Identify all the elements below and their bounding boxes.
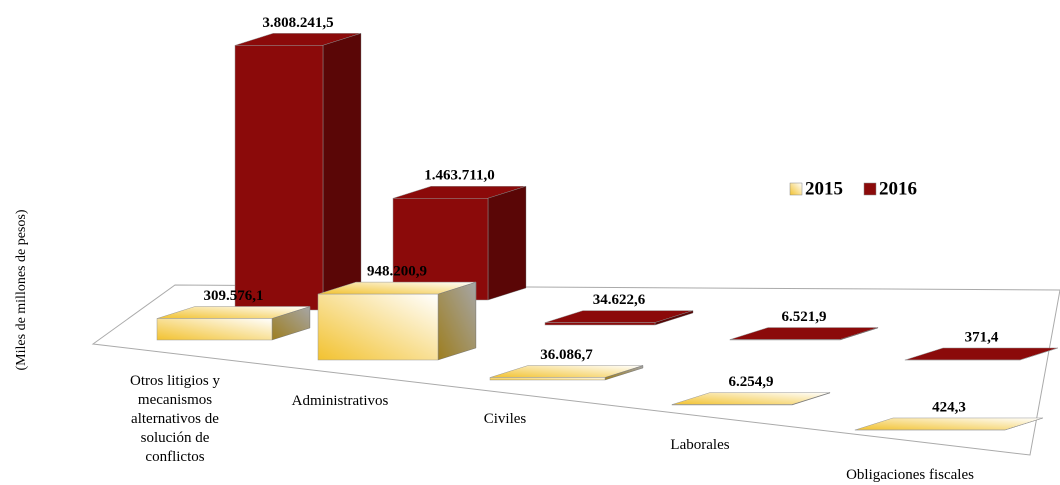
bar [318, 282, 476, 360]
value-label: 371,4 [965, 329, 999, 345]
x-tick-label: Laborales [645, 436, 755, 455]
value-label: 6.521,9 [782, 309, 827, 325]
value-label: 309.576,1 [204, 288, 264, 304]
legend-label: 2015 [805, 178, 843, 199]
value-label: 36.086,7 [540, 347, 593, 363]
value-label: 6.254,9 [729, 374, 774, 390]
value-label: 34.622,6 [593, 292, 646, 308]
bar-front [545, 323, 655, 325]
legend-swatch [864, 183, 876, 195]
bar-front [490, 377, 605, 380]
legend-label: 2016 [879, 178, 917, 199]
bar [235, 33, 361, 310]
bar-side-shade [323, 33, 361, 310]
value-label: 1.463.711,0 [424, 168, 494, 184]
value-label: 424,3 [932, 399, 966, 415]
bar-front [235, 45, 323, 310]
value-label: 948.200,9 [367, 264, 427, 280]
bar-side-shade [488, 186, 526, 300]
bar-side-shade [438, 282, 476, 360]
y-axis-label: (Miles de millones de pesos) [14, 209, 29, 370]
x-tick-label: Administrativos [270, 392, 410, 411]
bar-front [318, 294, 438, 360]
bar [157, 306, 310, 340]
bar-front [157, 318, 272, 340]
value-label: 3.808.241,5 [262, 15, 333, 31]
legend-swatch [790, 183, 802, 195]
x-tick-label: Otros litigios y mecanismos alternativos… [110, 372, 240, 467]
x-tick-label: Obligaciones fiscales [820, 466, 1000, 485]
x-tick-label: Civiles [455, 410, 555, 429]
